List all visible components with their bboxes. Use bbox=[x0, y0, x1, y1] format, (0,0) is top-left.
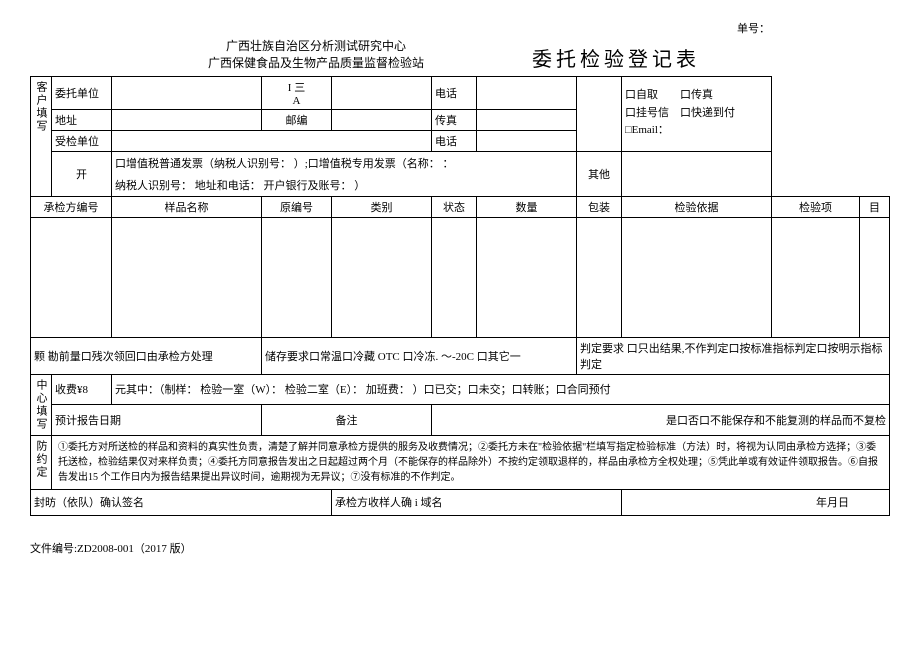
chuanzhen-label: 传真 bbox=[432, 109, 477, 130]
dianhua-value[interactable] bbox=[477, 76, 577, 109]
org-line2: 广西保健食品及生物产品质量监督检验站 bbox=[110, 55, 522, 72]
col-chengjian: 承检方编号 bbox=[31, 196, 112, 217]
fee-label: 收费¥8 bbox=[52, 374, 112, 405]
blank-strip bbox=[577, 76, 622, 151]
isan-cell: I 三A bbox=[262, 76, 332, 109]
dianhua2-label: 电话 bbox=[432, 130, 477, 151]
storage-mid[interactable]: 储存要求口常温口冷藏 OTC 口冷冻. 〜-20C 口其它一 bbox=[262, 337, 577, 374]
dianhua-label: 电话 bbox=[432, 76, 477, 109]
col-mu: 目 bbox=[860, 196, 890, 217]
qita-label: 其他 bbox=[577, 151, 622, 196]
col-yangpin: 样品名称 bbox=[112, 196, 262, 217]
note-right: 是口否口不能保存和不能复测的样品而不复检 bbox=[432, 405, 890, 436]
report-date-label: 预计报告日期 bbox=[52, 405, 262, 436]
sign-date[interactable]: 年月日 bbox=[622, 489, 890, 515]
sign-left[interactable]: 封昉（依队）确认签名 bbox=[31, 489, 332, 515]
org-line1: 广西壮族自治区分析测试研究中心 bbox=[110, 38, 522, 55]
col-leibie: 类别 bbox=[332, 196, 432, 217]
form-title: 委托检验登记表 bbox=[522, 43, 730, 72]
sign-mid[interactable]: 承检方收样人确 i 域名 bbox=[332, 489, 622, 515]
data-c2[interactable] bbox=[112, 217, 262, 337]
center-side-label: 中心填写 bbox=[31, 374, 52, 435]
file-code: 文件编号:ZD2008-001（2017 版） bbox=[30, 540, 890, 556]
youbian-value[interactable] bbox=[332, 109, 432, 130]
col-baozhuang: 包装 bbox=[577, 196, 622, 217]
customer-side-label: 客户填写 bbox=[31, 76, 52, 196]
data-c7[interactable] bbox=[577, 217, 622, 337]
col-zhuangtai: 状态 bbox=[432, 196, 477, 217]
shoujian-label: 受检单位 bbox=[52, 130, 112, 151]
dizhi-value[interactable] bbox=[112, 109, 262, 130]
data-c10[interactable] bbox=[860, 217, 890, 337]
col-yiju: 检验依据 bbox=[622, 196, 772, 217]
data-c4[interactable] bbox=[332, 217, 432, 337]
dianhua2-value[interactable] bbox=[477, 130, 577, 151]
agreement-text: ①委托方对所送检的样品和资料的真实性负责，清楚了解并同意承检方提供的服务及收费情… bbox=[52, 435, 890, 489]
data-c5[interactable] bbox=[432, 217, 477, 337]
delivery-options[interactable]: 口自取 口传真 口挂号信 口快递到付 □Email： bbox=[622, 76, 772, 151]
col-shuliang: 数量 bbox=[477, 196, 577, 217]
beizhu-label: 备注 bbox=[262, 405, 432, 436]
qita-value[interactable] bbox=[622, 151, 772, 196]
shoujian-value[interactable] bbox=[112, 130, 432, 151]
fee-text[interactable]: 元其中：（制样： 检验一室（W）： 检验二室（E）： 加班费： ）口已交；口未交… bbox=[112, 374, 890, 405]
danhao-label: 单号： bbox=[737, 20, 890, 36]
youbian-label: 邮编 bbox=[262, 109, 332, 130]
agreement-side-label: 防约定 bbox=[31, 435, 52, 489]
data-c8[interactable] bbox=[622, 217, 772, 337]
data-c3[interactable] bbox=[262, 217, 332, 337]
header-orgs: 广西壮族自治区分析测试研究中心 广西保健食品及生物产品质量监督检验站 bbox=[30, 38, 522, 72]
storage-left[interactable]: 颗 勘前量口残次领回口由承检方处理 bbox=[31, 337, 262, 374]
blank1[interactable] bbox=[332, 76, 432, 109]
weituo-value[interactable] bbox=[112, 76, 262, 109]
main-form-table: 客户填写 委托单位 I 三A 电话 口自取 口传真 口挂号信 口快递到付 □Em… bbox=[30, 76, 890, 516]
invoice-line2[interactable]: 纳税人识别号： 地址和电话： 开户银行及账号： ） bbox=[112, 174, 577, 197]
data-c1[interactable] bbox=[31, 217, 112, 337]
weituo-label: 委托单位 bbox=[52, 76, 112, 109]
data-c9[interactable] bbox=[772, 217, 860, 337]
chuanzhen-value[interactable] bbox=[477, 109, 577, 130]
data-c6[interactable] bbox=[477, 217, 577, 337]
storage-right[interactable]: 判定要求 口只出结果,不作判定口按标准指标判定口按明示指标判定 bbox=[577, 337, 890, 374]
col-yuanbian: 原编号 bbox=[262, 196, 332, 217]
col-xiang: 检验项 bbox=[772, 196, 860, 217]
invoice-line1[interactable]: 口增值税普通发票（纳税人识别号： ）;口增值税专用发票（名称： ： bbox=[112, 151, 577, 174]
kai-label: 开 bbox=[52, 151, 112, 196]
dizhi-label: 地址 bbox=[52, 109, 112, 130]
